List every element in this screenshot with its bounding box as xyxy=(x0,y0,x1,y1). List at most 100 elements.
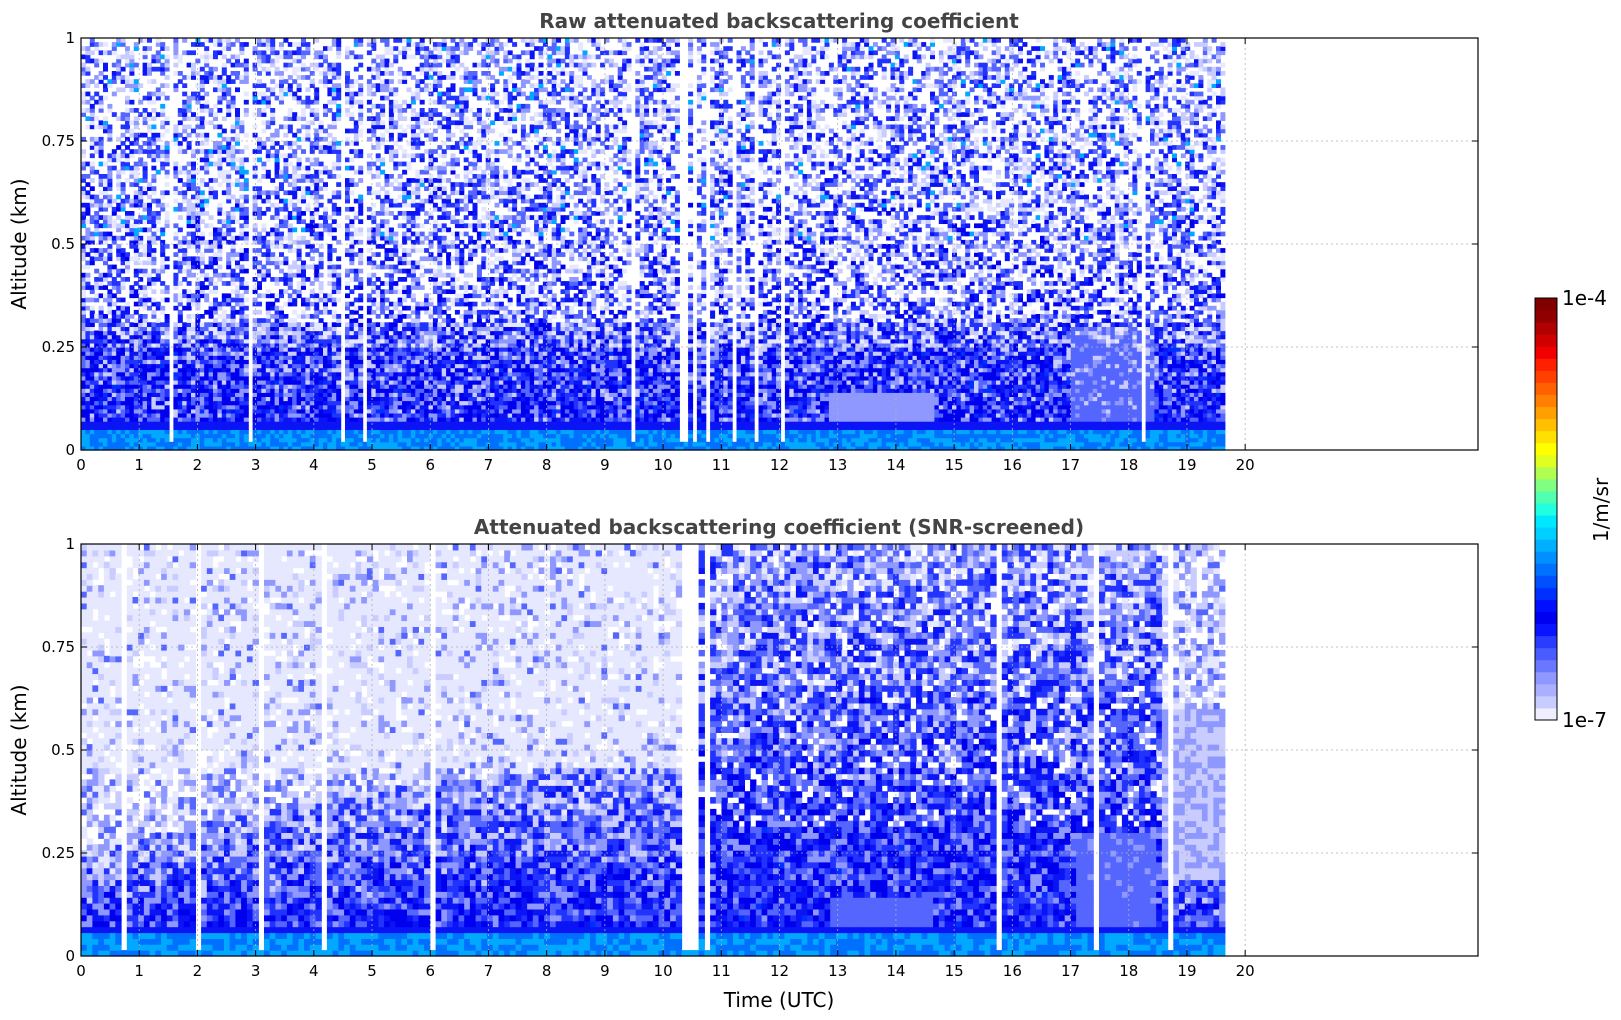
heatmap-cell xyxy=(116,182,121,187)
heatmap-cell xyxy=(253,265,258,270)
heatmap-cell xyxy=(107,248,112,253)
heatmap-cell xyxy=(314,96,319,101)
heatmap-cell xyxy=(187,331,192,336)
heatmap-cell xyxy=(239,322,244,327)
heatmap-cell xyxy=(156,92,161,97)
heatmap-cell xyxy=(112,285,117,290)
heatmap-cell xyxy=(358,293,363,298)
heatmap-cell xyxy=(327,413,332,418)
heatmap-cell xyxy=(112,92,117,97)
heatmap-cell xyxy=(319,71,324,76)
heatmap-cell xyxy=(297,359,302,364)
heatmap-cell xyxy=(217,42,222,47)
heatmap-cell xyxy=(327,100,332,105)
heatmap-cell xyxy=(94,318,99,323)
heatmap-cell xyxy=(209,405,214,410)
heatmap-cell xyxy=(107,368,112,373)
heatmap-cell xyxy=(297,368,302,373)
heatmap-cell xyxy=(253,409,258,414)
heatmap-cell xyxy=(336,265,341,270)
heatmap-cell xyxy=(103,401,108,406)
heatmap-cell xyxy=(173,162,178,167)
heatmap-cell xyxy=(354,384,359,389)
heatmap-cell xyxy=(244,79,249,84)
heatmap-cell xyxy=(121,421,126,426)
heatmap-cell xyxy=(261,211,266,216)
heatmap-cell xyxy=(129,133,134,138)
heatmap-cell xyxy=(99,104,104,109)
heatmap-cell xyxy=(301,425,306,430)
heatmap-cell xyxy=(151,310,156,315)
heatmap-cell xyxy=(336,285,341,290)
heatmap-cell xyxy=(270,38,275,43)
heatmap-cell xyxy=(292,364,297,369)
heatmap-cell xyxy=(160,364,165,369)
heatmap-cell xyxy=(301,67,306,72)
heatmap-cell xyxy=(253,335,258,340)
heatmap-cell xyxy=(319,129,324,134)
heatmap-cell xyxy=(103,417,108,422)
heatmap-cell xyxy=(213,442,218,447)
heatmap-cell xyxy=(213,298,218,303)
heatmap-cell xyxy=(173,326,178,331)
heatmap-cell xyxy=(195,190,200,195)
heatmap-cell xyxy=(257,413,262,418)
heatmap-cell xyxy=(178,293,183,298)
heatmap-cell xyxy=(358,421,363,426)
heatmap-cell xyxy=(327,351,332,356)
heatmap-cell xyxy=(134,425,139,430)
heatmap-cell xyxy=(323,112,328,117)
heatmap-cell xyxy=(129,405,134,410)
heatmap-cell xyxy=(191,322,196,327)
heatmap-cell xyxy=(358,269,363,274)
heatmap-cell xyxy=(226,261,231,266)
heatmap-cell xyxy=(380,339,385,344)
heatmap-cell xyxy=(266,368,271,373)
heatmap-cell xyxy=(231,372,236,377)
heatmap-cell xyxy=(222,384,227,389)
heatmap-cell xyxy=(94,331,99,336)
heatmap-cell xyxy=(279,368,284,373)
heatmap-cell xyxy=(112,265,117,270)
heatmap-cell xyxy=(121,326,126,331)
heatmap-cell xyxy=(81,359,86,364)
heatmap-cell xyxy=(81,298,86,303)
heatmap-cell xyxy=(156,42,161,47)
heatmap-cell xyxy=(345,409,350,414)
heatmap-cell xyxy=(354,413,359,418)
heatmap-cell xyxy=(349,248,354,253)
heatmap-cell xyxy=(209,429,214,434)
heatmap-cell xyxy=(253,92,258,97)
heatmap-cell xyxy=(81,429,86,434)
heatmap-cell xyxy=(345,359,350,364)
heatmap-cell xyxy=(187,100,192,105)
heatmap-cell xyxy=(358,392,363,397)
heatmap-cell xyxy=(275,306,280,311)
heatmap-cell xyxy=(143,405,148,410)
heatmap-cell xyxy=(257,55,262,60)
heatmap-cell xyxy=(125,380,130,385)
heatmap-cell xyxy=(253,421,258,426)
heatmap-cell xyxy=(279,438,284,443)
heatmap-cell xyxy=(270,425,275,430)
heatmap-cell xyxy=(349,434,354,439)
heatmap-cell xyxy=(165,425,170,430)
heatmap-cell xyxy=(283,388,288,393)
heatmap-cell xyxy=(244,442,249,447)
heatmap-cell xyxy=(367,384,372,389)
heatmap-cell xyxy=(283,153,288,158)
heatmap-cell xyxy=(156,380,161,385)
heatmap-cell xyxy=(380,104,385,109)
heatmap-cell xyxy=(301,112,306,117)
heatmap-cell xyxy=(204,368,209,373)
heatmap-cell xyxy=(209,289,214,294)
heatmap-cell xyxy=(134,429,139,434)
heatmap-cell xyxy=(367,368,372,373)
heatmap-cell xyxy=(231,145,236,150)
heatmap-cell xyxy=(204,120,209,125)
heatmap-cell xyxy=(165,380,170,385)
heatmap-cell xyxy=(99,331,104,336)
heatmap-cell xyxy=(99,425,104,430)
heatmap-cell xyxy=(349,351,354,356)
heatmap-cell xyxy=(147,100,152,105)
